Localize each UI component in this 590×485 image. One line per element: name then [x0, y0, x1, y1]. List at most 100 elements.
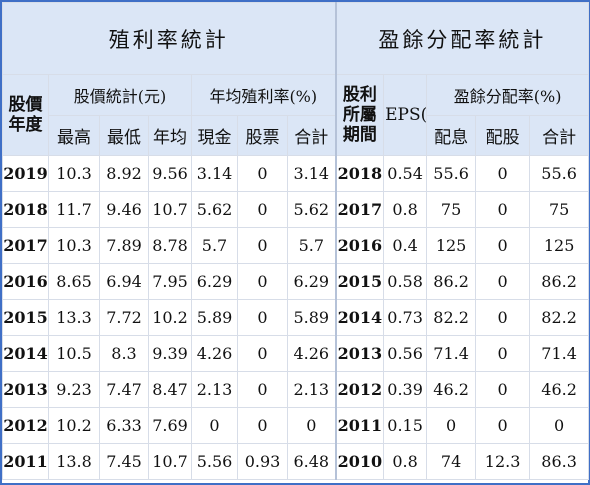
- cash-yield-cell: 5.56: [191, 443, 238, 480]
- payout-cash-cell: 71.4: [426, 335, 477, 372]
- avg-cell: 10.2: [148, 299, 192, 336]
- avg-cell: 10.7: [148, 191, 192, 228]
- total-yield-cell: 6.29: [286, 263, 337, 300]
- low-cell: 8.3: [99, 335, 149, 372]
- payout-stock-cell: 0: [475, 407, 531, 444]
- eps-cell: 0.15: [383, 407, 428, 444]
- avg-cell: 10.7: [148, 443, 192, 480]
- payout-stock-cell: 12.3: [475, 443, 531, 480]
- payout-cash-cell: 55.6: [426, 155, 477, 192]
- payout-cash-cell: 82.2: [426, 299, 477, 336]
- avg-header: 年均: [148, 115, 192, 156]
- total-yield-cell: 5.7: [286, 227, 337, 264]
- cash-yield-cell: 5.89: [191, 299, 238, 336]
- stock-yield-cell: 0: [237, 407, 288, 444]
- payout-cash-cell: 86.2: [426, 263, 477, 300]
- table-row: 2017 10.3 7.89 8.78 5.7 0 5.7 2016 0.4 125 0 125: [2, 227, 590, 264]
- eps-cell: 0.56: [383, 335, 428, 372]
- low-cell: 7.72: [99, 299, 149, 336]
- high-cell: 9.23: [48, 371, 100, 408]
- avg-cell: 9.39: [148, 335, 192, 372]
- period-cell: 2016: [335, 227, 385, 264]
- high-cell: 11.7: [48, 191, 100, 228]
- payout-total-cell: 86.2: [529, 263, 590, 300]
- high-cell: 8.65: [48, 263, 100, 300]
- eps-cell: 0.58: [383, 263, 428, 300]
- eps-cell: 0.8: [383, 443, 428, 480]
- payout-total-cell: 125: [529, 227, 590, 264]
- payout-stock-cell: 0: [475, 191, 531, 228]
- avg-cell: 7.69: [148, 407, 192, 444]
- high-cell: 13.8: [48, 443, 100, 480]
- period-cell: 2010: [335, 443, 385, 480]
- total-yield-header: 合計: [286, 115, 337, 156]
- total-yield-cell: 0: [286, 407, 337, 444]
- period-cell: 2012: [335, 371, 385, 408]
- high-cell: 13.3: [48, 299, 100, 336]
- year-header: 股價年度: [2, 74, 49, 156]
- table-row: 2012 10.2 6.33 7.69 0 0 0 2011 0.15 0 0 0: [2, 407, 590, 444]
- payout-cash-header: 配息: [426, 115, 477, 156]
- payout-stock-header: 配股: [475, 115, 531, 156]
- payout-stock-cell: 0: [475, 371, 531, 408]
- period-cell: 2014: [335, 299, 385, 336]
- cash-yield-cell: 6.29: [191, 263, 238, 300]
- eps-header: EPS(元): [383, 74, 428, 156]
- eps-cell: 0.73: [383, 299, 428, 336]
- cash-yield-cell: 0: [191, 407, 238, 444]
- stock-yield-cell: 0: [237, 155, 288, 192]
- low-cell: 7.89: [99, 227, 149, 264]
- payout-total-cell: 86.3: [529, 443, 590, 480]
- total-yield-cell: 6.48: [286, 443, 337, 480]
- payout-cash-cell: 125: [426, 227, 477, 264]
- cash-yield-cell: 5.62: [191, 191, 238, 228]
- table-row: 2019 10.3 8.92 9.56 3.14 0 3.14 2018 0.54 55.6 0 55…: [2, 155, 590, 192]
- low-cell: 6.94: [99, 263, 149, 300]
- year-cell: 2013: [2, 371, 49, 408]
- total-yield-cell: 4.26: [286, 335, 337, 372]
- payout-header: 盈餘分配率(%): [426, 74, 590, 116]
- year-header-label: 股價年度: [8, 95, 43, 135]
- cash-yield-header: 現金: [191, 115, 238, 156]
- cash-yield-cell: 4.26: [191, 335, 238, 372]
- stock-yield-cell: 0: [237, 191, 288, 228]
- payout-cash-cell: 46.2: [426, 371, 477, 408]
- period-cell: 2018: [335, 155, 385, 192]
- table-row: 2011 13.8 7.45 10.7 5.56 0.93 6.48 2010 0.8 74 12.…: [2, 443, 590, 480]
- year-cell: 2015: [2, 299, 49, 336]
- cash-yield-cell: 3.14: [191, 155, 238, 192]
- low-cell: 9.46: [99, 191, 149, 228]
- payout-stock-cell: 0: [475, 227, 531, 264]
- low-cell: 7.45: [99, 443, 149, 480]
- payout-cash-cell: 75: [426, 191, 477, 228]
- table-row: 2014 10.5 8.3 9.39 4.26 0 4.26 2013 0.56 71.4 0 71.…: [2, 335, 590, 372]
- eps-cell: 0.8: [383, 191, 428, 228]
- payout-total-cell: 71.4: [529, 335, 590, 372]
- table-row: 2016 8.65 6.94 7.95 6.29 0 6.29 2015 0.58 86.2 0 86…: [2, 263, 590, 300]
- year-cell: 2014: [2, 335, 49, 372]
- eps-header-label: EPS(元): [385, 105, 427, 125]
- total-yield-cell: 5.89: [286, 299, 337, 336]
- eps-cell: 0.4: [383, 227, 428, 264]
- low-header: 最低: [99, 115, 149, 156]
- price-stats-header: 股價統計(元): [48, 74, 192, 116]
- profit-period-label: 股利所屬期間: [342, 85, 377, 145]
- high-cell: 10.3: [48, 155, 100, 192]
- payout-total-cell: 55.6: [529, 155, 590, 192]
- stock-yield-cell: 0: [237, 335, 288, 372]
- stock-yield-cell: 0: [237, 263, 288, 300]
- avg-cell: 9.56: [148, 155, 192, 192]
- year-cell: 2018: [2, 191, 49, 228]
- total-yield-cell: 5.62: [286, 191, 337, 228]
- year-cell: 2011: [2, 443, 49, 480]
- eps-cell: 0.39: [383, 371, 428, 408]
- yield-header: 年均殖利率(%): [190, 74, 337, 116]
- dividend-yield-title: 殖利率統計: [1, 2, 337, 75]
- low-cell: 8.92: [99, 155, 149, 192]
- period-cell: 2011: [335, 407, 385, 444]
- payout-total-cell: 46.2: [529, 371, 590, 408]
- period-cell: 2017: [335, 191, 385, 228]
- payout-total-header: 合計: [529, 115, 590, 156]
- total-yield-cell: 2.13: [286, 371, 337, 408]
